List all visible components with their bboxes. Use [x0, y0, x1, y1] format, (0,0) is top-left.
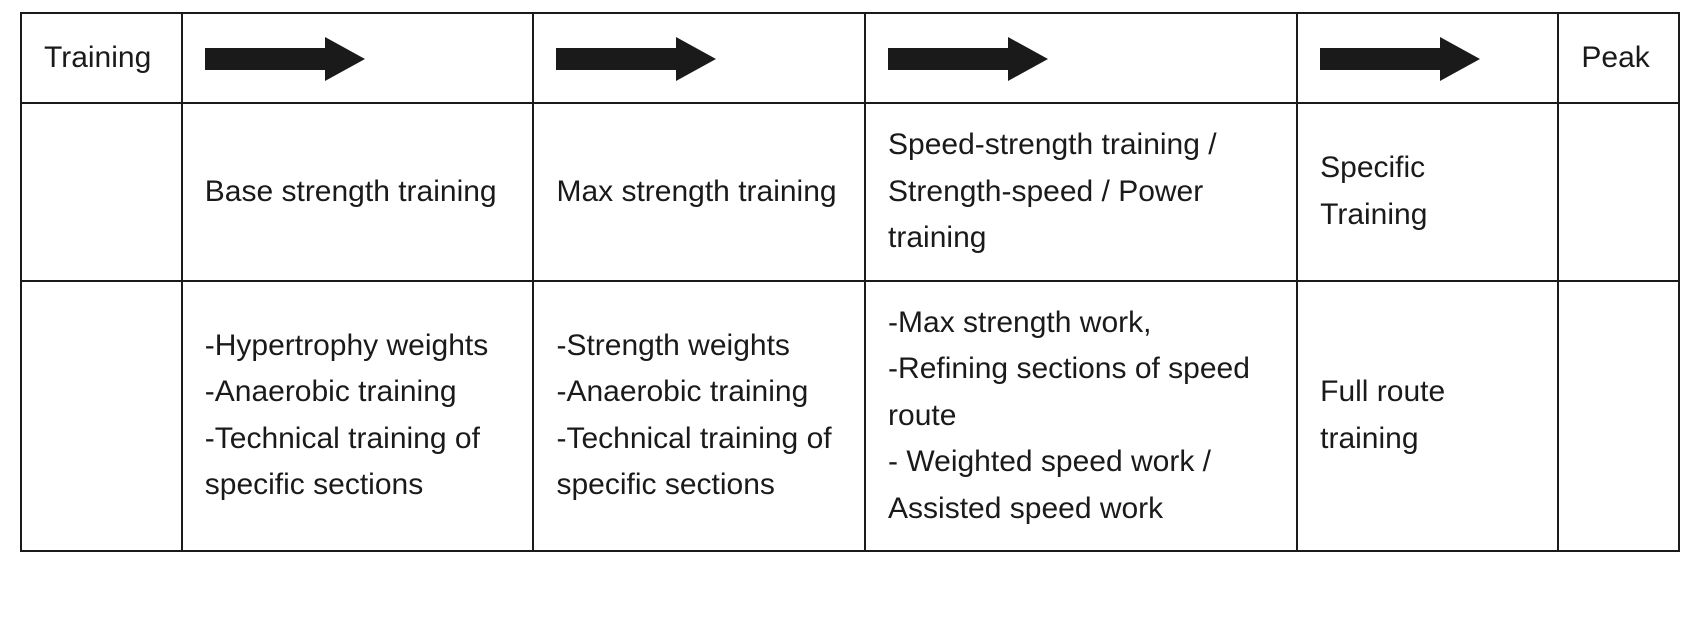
details-3-text: -Max strength work, -Refining sections o… — [888, 306, 1250, 525]
details-cell-3: -Max strength work, -Refining sections o… — [865, 281, 1297, 552]
table-row-details: -Hypertrophy weights -Anaerobic training… — [21, 281, 1679, 552]
details-cell-2: -Strength weights -Anaerobic training -T… — [533, 281, 865, 552]
table-row-header: Training — [21, 13, 1679, 103]
header-arrow-cell-3 — [865, 13, 1297, 103]
phase-cell-3: Speed-strength training / Strength-speed… — [865, 103, 1297, 281]
phase-cell-2: Max strength training — [533, 103, 865, 281]
header-arrow-cell-2 — [533, 13, 865, 103]
arrow-right-icon — [205, 37, 365, 81]
details-empty-right — [1558, 281, 1679, 552]
header-peak-label: Peak — [1581, 41, 1649, 74]
header-label: Training — [44, 41, 151, 74]
header-arrow-cell-4 — [1297, 13, 1558, 103]
table-row-phase-names: Base strength training Max strength trai… — [21, 103, 1679, 281]
details-empty-left — [21, 281, 182, 552]
phase-2-text: Max strength training — [556, 175, 836, 208]
details-4-text: Full route training — [1320, 375, 1445, 455]
header-peak-cell: Peak — [1558, 13, 1679, 103]
phase-empty-left — [21, 103, 182, 281]
phase-cell-4: Specific Training — [1297, 103, 1558, 281]
header-label-cell: Training — [21, 13, 182, 103]
arrow-right-icon — [1320, 37, 1480, 81]
arrow-right-icon — [888, 37, 1048, 81]
phase-cell-1: Base strength training — [182, 103, 534, 281]
phase-1-text: Base strength training — [205, 175, 497, 208]
phase-4-text: Specific Training — [1320, 151, 1427, 231]
details-2-text: -Strength weights -Anaerobic training -T… — [556, 329, 831, 502]
header-arrow-cell-1 — [182, 13, 534, 103]
details-cell-4: Full route training — [1297, 281, 1558, 552]
details-1-text: -Hypertrophy weights -Anaerobic training… — [205, 329, 488, 502]
phase-3-text: Speed-strength training / Strength-speed… — [888, 128, 1217, 254]
training-periodization-table-container: Training — [0, 0, 1700, 572]
details-cell-1: -Hypertrophy weights -Anaerobic training… — [182, 281, 534, 552]
phase-empty-right — [1558, 103, 1679, 281]
arrow-right-icon — [556, 37, 716, 81]
training-periodization-table: Training — [20, 12, 1680, 552]
